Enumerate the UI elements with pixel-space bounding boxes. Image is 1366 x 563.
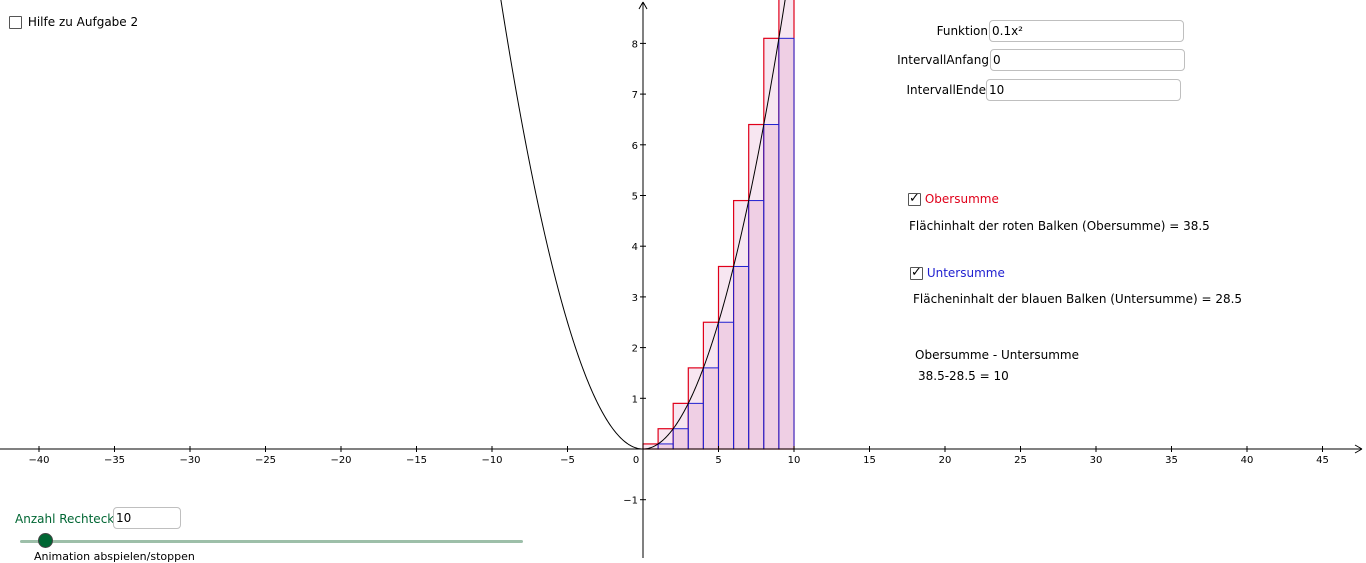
x-axis-arrow [1354,444,1363,454]
lower-sum-rect [733,265,750,450]
x-tick-label: 30 [1090,455,1103,466]
x-tick-label: −5 [560,455,575,466]
y-tick-label: 6 [632,141,638,152]
y-tick-label: 2 [632,344,638,355]
lower-sum-rect [778,37,795,450]
slider-caption[interactable]: Animation abspielen/stoppen [34,550,195,563]
x-tick-label: 25 [1014,455,1027,466]
lower-sum-rect [718,321,735,450]
x-tick-label: 45 [1316,455,1329,466]
slider-handle[interactable] [38,533,53,548]
x-tick-label: 10 [788,455,801,466]
lower-sum-rect [763,124,780,450]
lower-sum-rect [687,402,704,450]
y-tick-label: 7 [632,90,638,101]
obersumme-checkbox[interactable] [908,191,921,207]
untersumme-checkbox-row[interactable]: Untersumme [910,265,1005,281]
funktion-input[interactable] [989,20,1184,42]
x-tick-label: 15 [863,455,876,466]
help-checkbox[interactable] [9,16,22,29]
x-tick-label: −35 [104,455,125,466]
lower-sum-rect [672,428,689,450]
untersumme-label: Untersumme [926,266,1005,280]
intervall-anfang-input[interactable] [990,49,1185,71]
help-checkbox-label: Hilfe zu Aufgabe 2 [27,15,139,29]
lower-sum-rect [702,367,720,450]
x-tick-label: −20 [330,455,351,466]
x-tick-label: 5 [715,455,721,466]
y-axis-arrow [638,1,648,10]
y-tick-label: 5 [632,192,638,203]
difference-calc: 38.5-28.5 = 10 [918,369,1009,383]
x-tick-label: 0 [633,455,639,466]
y-tick-label: 3 [632,293,638,304]
x-tick-label: −40 [28,455,49,466]
intervall-ende-input[interactable] [986,79,1181,101]
lower-sum-rect [657,443,674,450]
y-tick-label: 1 [632,394,638,405]
untersumme-checkbox[interactable] [910,265,923,281]
difference-title: Obersumme - Untersumme [915,348,1079,362]
slider-label: Anzahl Rechtecke [15,512,122,526]
help-checkbox-row[interactable]: Hilfe zu Aufgabe 2 [9,15,138,29]
y-tick-label: 8 [632,39,638,50]
obersumme-checkbox-row[interactable]: Obersumme [908,191,999,207]
funktion-label: Funktion [936,24,988,38]
obersumme-label: Obersumme [924,192,999,206]
intervall-anfang-label: IntervallAnfang [897,53,989,67]
x-tick-label: −25 [255,455,276,466]
slider-track[interactable] [20,540,523,543]
slider-value-input[interactable] [113,507,181,529]
untersumme-area-text: Flächeninhalt der blauen Balken (Untersu… [913,292,1243,306]
y-tick-label: 4 [632,242,638,253]
intervall-ende-label: IntervallEnde [906,83,986,97]
x-tick-label: 20 [939,455,952,466]
obersumme-area-text: Flächinhalt der roten Balken (Obersumme)… [909,219,1210,233]
x-tick-label: −30 [179,455,200,466]
x-tick-label: 40 [1241,455,1254,466]
y-tick-label: −1 [623,496,638,507]
x-tick-label: −15 [406,455,427,466]
x-tick-label: 35 [1165,455,1178,466]
sum-rectangles [642,0,795,450]
x-tick-label: −10 [481,455,502,466]
lower-sum-rect [748,200,765,450]
